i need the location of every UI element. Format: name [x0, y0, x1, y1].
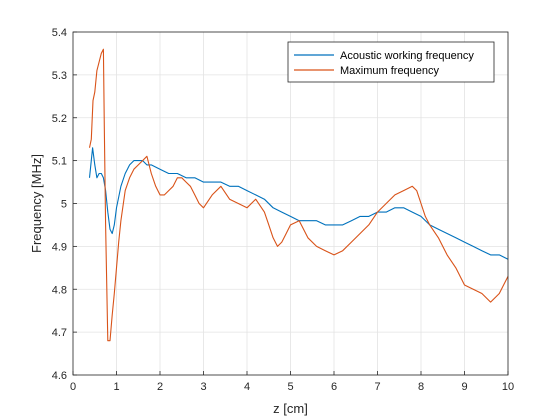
x-tick-label: 10	[502, 381, 514, 393]
y-tick-label: 4.8	[52, 284, 67, 296]
tick-labels: 0 1 2 3 4 5 6 7 8 9 10 4.6 4.7 4.8 4.9 5 5.1 5.2 5.3 5.4	[52, 27, 514, 393]
y-tick-label: 5.2	[52, 113, 67, 125]
y-tick-label: 5.4	[52, 27, 67, 39]
y-tick-label: 4.9	[52, 241, 67, 253]
series-layer	[88, 48, 509, 342]
series-line-maximum-frequency	[88, 48, 509, 342]
x-axis-title: z [cm]	[273, 401, 308, 416]
legend-label-maximum: Maximum frequency	[340, 65, 440, 77]
ticks	[72, 31, 509, 376]
y-axis-title: Frequency [MHz]	[29, 154, 44, 253]
x-tick-label: 2	[157, 381, 163, 393]
x-tick-label: 3	[200, 381, 206, 393]
y-tick-label: 5.3	[52, 70, 67, 82]
x-tick-label: 6	[331, 381, 337, 393]
x-tick-label: 5	[287, 381, 293, 393]
legend-box	[287, 41, 495, 83]
legend-label-acoustic: Acoustic working frequency	[340, 50, 474, 62]
x-tick-label: 1	[113, 381, 119, 393]
series-line-acoustic-working-frequency	[88, 147, 509, 260]
x-tick-label: 0	[70, 381, 76, 393]
x-tick-label: 8	[418, 381, 424, 393]
x-tick-label: 4	[244, 381, 250, 393]
y-tick-label: 5.1	[52, 156, 67, 168]
y-tick-label: 4.6	[52, 370, 67, 382]
legend: Acoustic working frequency Maximum frequ…	[287, 41, 495, 83]
y-tick-label: 4.7	[52, 327, 67, 339]
x-tick-label: 7	[374, 381, 380, 393]
x-tick-label: 9	[461, 381, 467, 393]
y-tick-label: 5	[61, 199, 67, 211]
